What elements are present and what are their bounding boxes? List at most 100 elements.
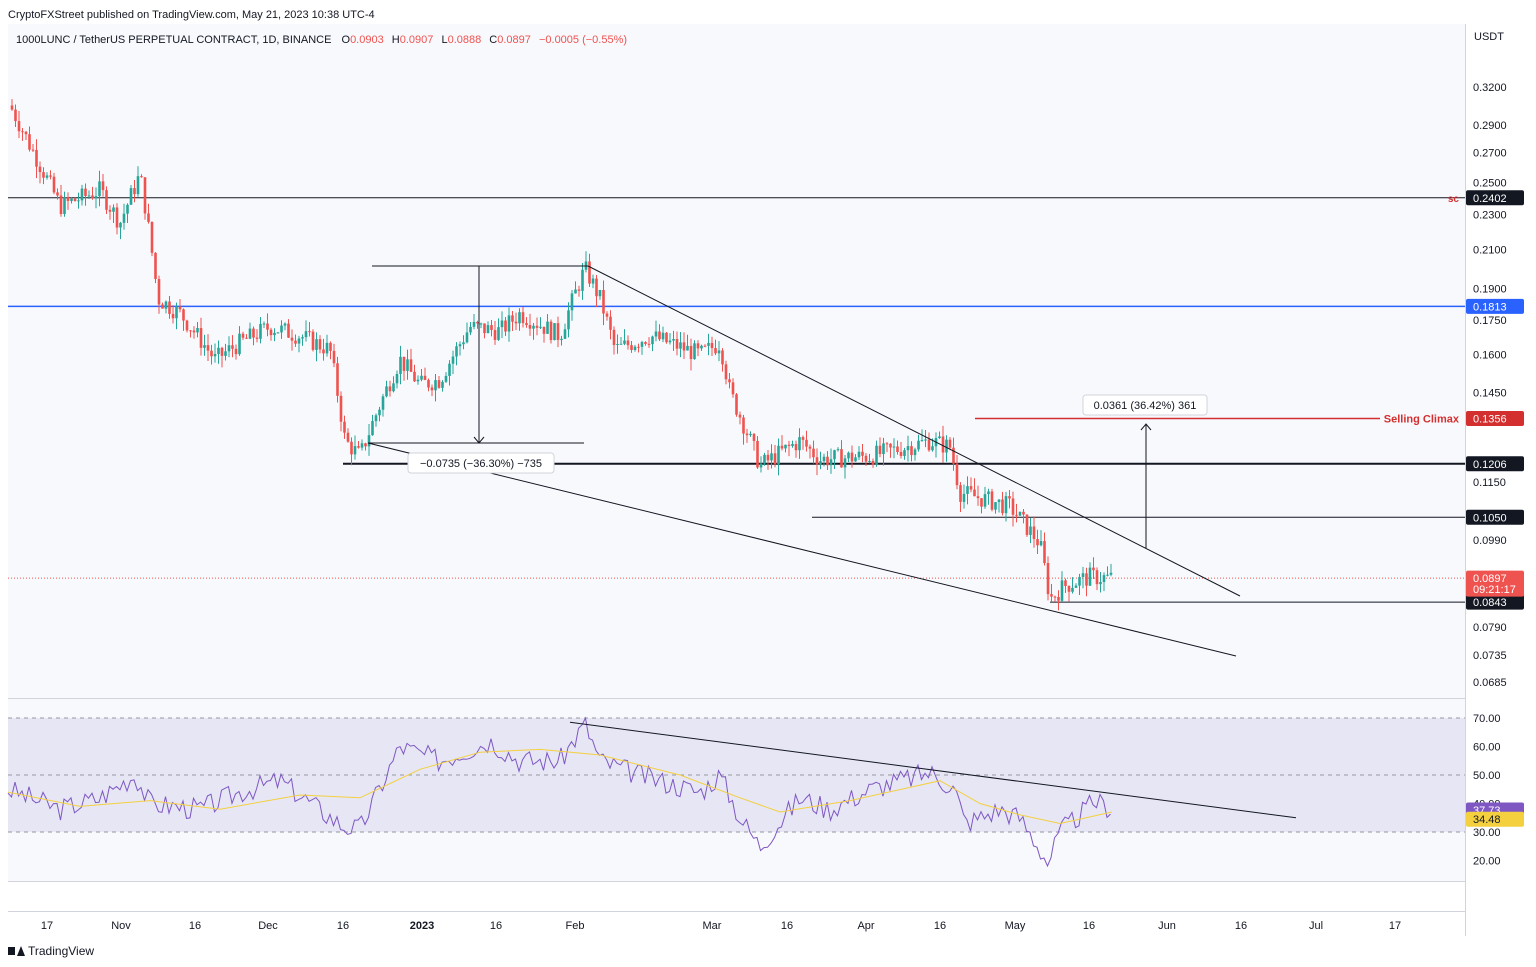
candle-body-288 — [1018, 511, 1022, 516]
wedge-upper-line[interactable] — [587, 265, 1241, 597]
candle-body-126 — [451, 356, 455, 364]
candle-body-115 — [413, 371, 416, 382]
candle-body-187 — [665, 332, 668, 343]
candle-body-292 — [1032, 526, 1036, 540]
rsi-ma-tag: 34.48 — [1473, 814, 1501, 826]
candle-body-44 — [164, 301, 168, 309]
legend-symbol: 1000LUNC / TetherUS PERPETUAL CONTRACT, … — [16, 34, 331, 46]
candle-body-201 — [714, 348, 717, 354]
rsi-tick-5: 20.00 — [1473, 856, 1501, 868]
candle-body-294 — [1039, 541, 1043, 546]
candle-body-214 — [759, 463, 763, 468]
wedge-lower-line[interactable] — [367, 442, 1237, 657]
rsi-ma-line — [7, 748, 1113, 825]
candle-body-165 — [588, 261, 591, 284]
level-tag-4: 0.1050 — [1473, 512, 1507, 524]
level-tag-3: 0.1206 — [1473, 459, 1507, 471]
candle-body-314 — [1109, 572, 1113, 575]
candle-body-219 — [777, 445, 780, 465]
price-axis[interactable]: 0.3200 0.2900 0.2700 0.2500 0.2300 0.2100 0.19… — [1473, 82, 1507, 689]
candle-body-107 — [385, 386, 388, 397]
candle-body-25 — [98, 181, 101, 197]
candle-body-183 — [651, 336, 654, 345]
candle-body-105 — [378, 409, 381, 416]
candle-body-33 — [126, 204, 129, 214]
rsi-lines — [7, 716, 1297, 868]
price-tick-9: 0.1450 — [1473, 388, 1507, 400]
candle-body-120 — [430, 387, 434, 391]
candle-body-176 — [626, 340, 630, 346]
candle-body-168 — [598, 289, 602, 297]
candle-body-303 — [1071, 587, 1074, 592]
candle-body-226 — [801, 437, 805, 440]
candle-body-40 — [150, 221, 154, 253]
candle-body-190 — [675, 339, 679, 349]
candle-body-276 — [976, 496, 980, 499]
candle-body-296 — [1046, 563, 1050, 595]
candle-body-16 — [66, 197, 70, 201]
legend-h-label: H — [392, 34, 400, 46]
time-label-2: 16 — [189, 920, 201, 932]
time-label-7: Feb — [566, 920, 585, 932]
candle-body-156 — [556, 323, 560, 340]
candle-body-69 — [252, 328, 255, 338]
candle-body-78 — [283, 323, 287, 326]
candle-body-15 — [63, 197, 66, 215]
publisher-text: CryptoFXStreet published on TradingView.… — [8, 9, 375, 21]
candle-body-7 — [35, 150, 38, 167]
candle-body-132 — [472, 321, 476, 327]
candle-body-243 — [861, 451, 864, 456]
legend-change: −0.0005 (−0.55%) — [539, 34, 627, 46]
candle-body-143 — [511, 315, 514, 322]
level-tag-0-bg — [1466, 190, 1524, 206]
tradingview-logo[interactable]: TradingView — [8, 944, 94, 958]
candle-body-285 — [1008, 496, 1011, 499]
candle-body-167 — [595, 278, 598, 297]
time-label-11: 16 — [934, 920, 946, 932]
trend-drawings[interactable]: −0.0735 (−36.30%) −735 0.0361 (36.42%) 36… — [367, 265, 1241, 657]
candle-body-291 — [1029, 526, 1032, 535]
candle-body-10 — [45, 175, 49, 178]
price-pane[interactable] — [8, 24, 1465, 698]
candle-body-54 — [199, 328, 203, 348]
candle-body-241 — [854, 457, 857, 462]
candle-body-88 — [318, 339, 322, 350]
time-label-4: 16 — [337, 920, 349, 932]
candle-body-103 — [371, 421, 374, 436]
candle-body-211 — [749, 433, 752, 436]
candle-body-42 — [157, 279, 161, 305]
candle-body-216 — [766, 454, 770, 461]
level-label-2: Selling Climax — [1384, 414, 1460, 426]
candle-body-31 — [119, 222, 122, 228]
rsi-trendline[interactable] — [569, 721, 1297, 819]
candle-body-130 — [465, 332, 469, 343]
candle-body-61 — [224, 351, 227, 356]
candle-body-310 — [1095, 570, 1099, 585]
candle-body-19 — [77, 200, 80, 202]
candle-body-172 — [612, 329, 616, 346]
candle-body-85 — [308, 331, 311, 333]
candle-body-311 — [1099, 582, 1102, 585]
candle-body-209 — [742, 417, 745, 434]
level-tag-1-bg — [1466, 298, 1524, 314]
price-tick-1: 0.2900 — [1473, 120, 1507, 132]
candle-body-2 — [17, 121, 21, 132]
candle-body-197 — [700, 345, 703, 349]
candle-body-215 — [763, 454, 766, 464]
candle-body-72 — [262, 323, 266, 325]
candle-body-227 — [805, 439, 808, 447]
candle-body-182 — [647, 343, 651, 345]
candle-body-223 — [791, 444, 794, 446]
candle-body-189 — [672, 339, 675, 341]
candle-body-174 — [619, 343, 623, 345]
time-axis[interactable]: 17 Nov 16 Dec 16 2023 16 Feb Mar 16 Apr 16 May 16 Jun 1… — [41, 920, 1401, 932]
measure-label-box-up — [1082, 394, 1208, 416]
rsi-guides — [8, 717, 1465, 833]
candle-body-76 — [276, 332, 280, 334]
level-tag-3-bg — [1466, 456, 1524, 472]
candle-body-181 — [644, 342, 647, 344]
candle-body-275 — [973, 489, 976, 497]
candle-body-308 — [1088, 567, 1092, 586]
